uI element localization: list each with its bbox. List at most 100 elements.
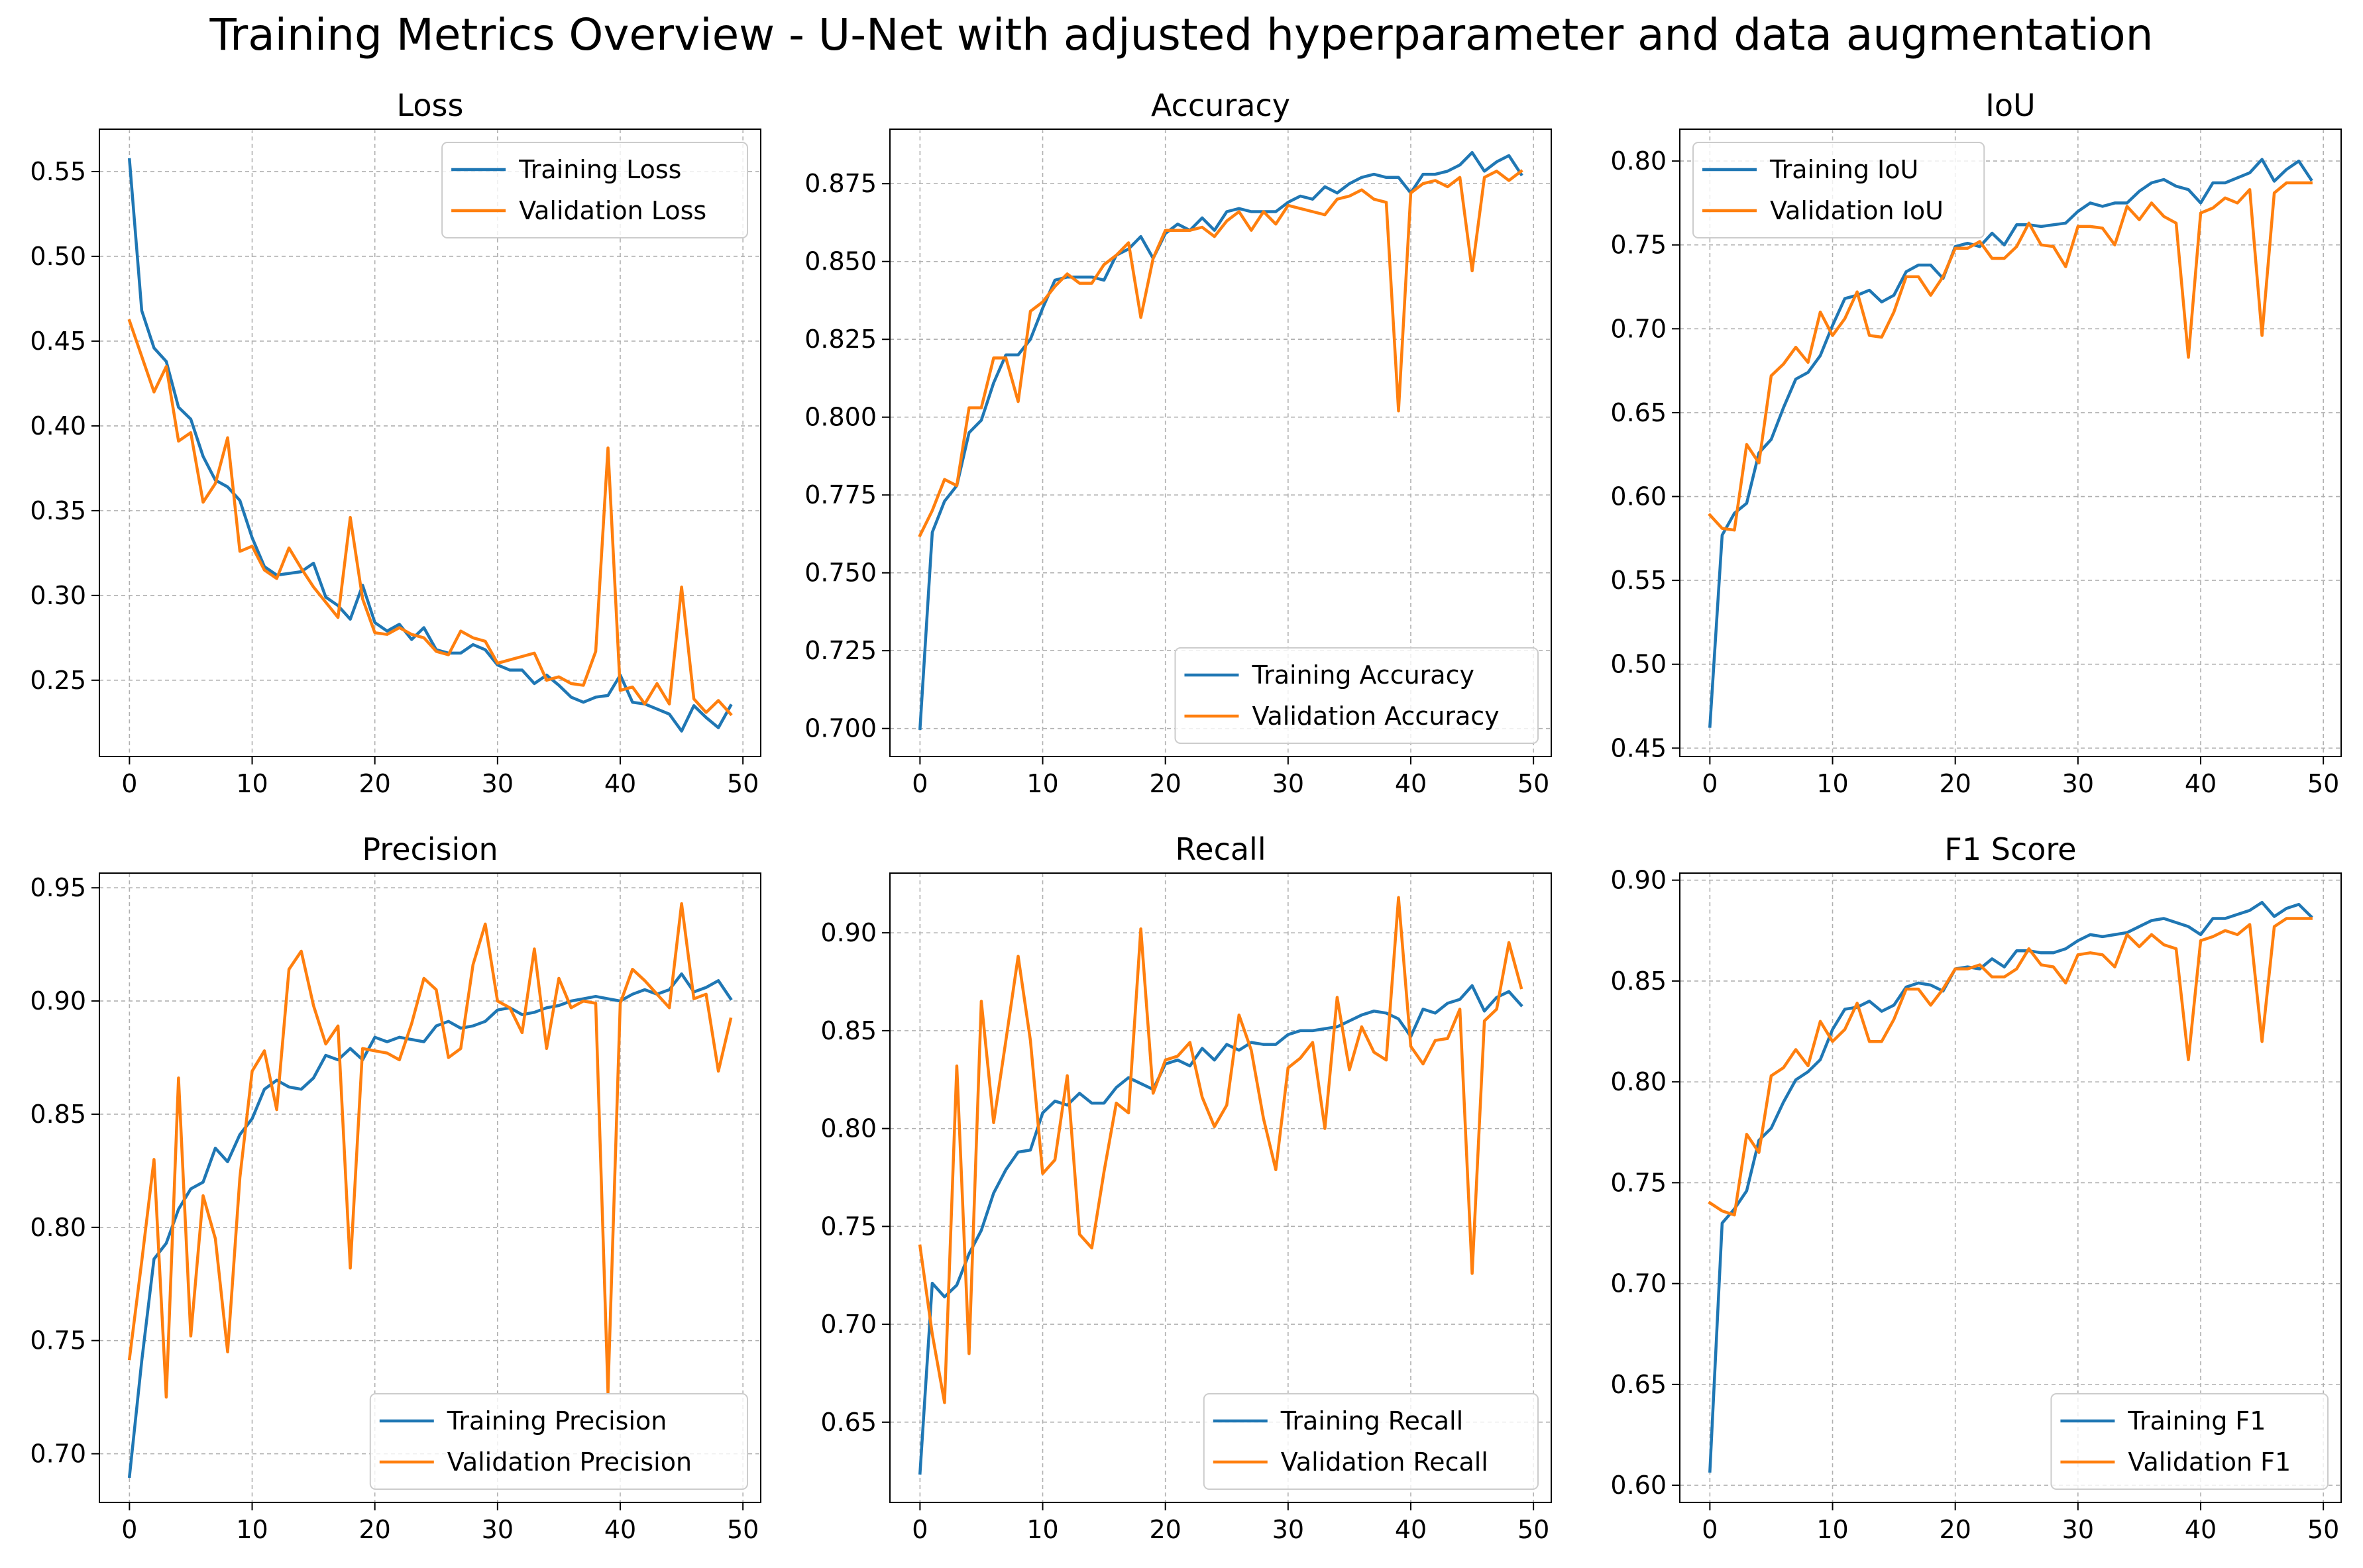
legend-label: Validation Precision xyxy=(447,1447,692,1477)
y-tick-label: 0.35 xyxy=(30,496,86,525)
y-tick-label: 0.45 xyxy=(1610,733,1667,762)
chart-title: IoU xyxy=(1985,87,2035,123)
x-tick-label: 30 xyxy=(1272,1515,1304,1544)
series-line-validation xyxy=(1708,181,2313,532)
y-tick-label: 0.850 xyxy=(804,247,877,276)
x-tick-label: 40 xyxy=(1395,1515,1427,1544)
y-tick-label: 0.60 xyxy=(1610,1471,1667,1500)
legend-box xyxy=(1692,142,1985,238)
x-tick-label: 30 xyxy=(1272,769,1304,798)
legend: Training F1 Validation F1 xyxy=(2050,1393,2329,1490)
series-line-validation xyxy=(1708,917,2313,1217)
y-tick-label: 0.75 xyxy=(1610,1168,1667,1197)
x-tick-label: 40 xyxy=(1395,769,1427,798)
y-tick-label: 0.800 xyxy=(804,403,877,432)
series-line-validation xyxy=(127,319,733,717)
x-tick-label: 50 xyxy=(1517,769,1549,798)
plot-frame xyxy=(1679,872,2342,1503)
x-tick-label: 20 xyxy=(1939,1515,1971,1544)
y-tick-label: 0.700 xyxy=(804,714,877,743)
y-tick-label: 0.825 xyxy=(804,325,877,354)
chart-panel-3: IoU 0 10 20 30 40 50 0.45 0.50 0.55 0.60 0.65 0.70 0.… xyxy=(1610,87,2342,798)
y-tick-label: 0.65 xyxy=(1610,398,1667,427)
x-tick-label: 20 xyxy=(1939,769,1971,798)
legend: Training Precision Validation Precision xyxy=(369,1393,748,1490)
legend-label: Training Accuracy xyxy=(1251,660,1474,690)
series-line-training xyxy=(127,158,733,733)
y-tick-label: 0.40 xyxy=(30,411,86,441)
y-tick-label: 0.50 xyxy=(1610,650,1667,679)
legend-box xyxy=(1174,647,1539,744)
plot-frame xyxy=(889,872,1552,1503)
x-tick-label: 20 xyxy=(1149,1515,1181,1544)
plot-frame xyxy=(99,129,761,757)
plot-frame xyxy=(889,129,1552,757)
series-line-validation xyxy=(127,902,733,1399)
legend-label: Training F1 xyxy=(2127,1406,2266,1436)
y-tick-label: 0.75 xyxy=(820,1212,877,1241)
x-tick-label: 10 xyxy=(1026,769,1058,798)
x-tick-label: 40 xyxy=(2185,769,2217,798)
legend: Training Loss Validation Loss xyxy=(441,142,748,238)
y-tick-label: 0.90 xyxy=(1610,866,1667,895)
legend-label: Validation Accuracy xyxy=(1252,702,1499,731)
chart-title: Loss xyxy=(397,87,464,123)
legend-label: Training Loss xyxy=(518,155,681,184)
x-tick-label: 50 xyxy=(1517,1515,1549,1544)
y-tick-label: 0.60 xyxy=(1610,482,1667,511)
x-tick-label: 10 xyxy=(236,1515,268,1544)
y-tick-label: 0.25 xyxy=(30,666,86,695)
legend-box xyxy=(441,142,748,238)
legend-box xyxy=(2050,1393,2329,1490)
chart-panel-1: Loss 0 10 20 30 40 50 0.25 0.30 0.35 0.40 0.45 0.50 0… xyxy=(30,87,761,798)
y-tick-label: 0.85 xyxy=(30,1100,86,1129)
x-tick-label: 50 xyxy=(727,1515,759,1544)
chart-title: Accuracy xyxy=(1151,87,1290,123)
y-tick-label: 0.95 xyxy=(30,873,86,902)
series-line-training xyxy=(1708,900,2313,1473)
x-tick-label: 30 xyxy=(482,769,514,798)
x-tick-label: 30 xyxy=(2062,1515,2094,1544)
x-tick-label: 50 xyxy=(727,769,759,798)
chart-panel-4: Precision 0 10 20 30 40 50 0.70 0.75 0.80 0.85 0.90… xyxy=(30,831,761,1544)
series-line-validation xyxy=(918,896,1523,1404)
x-tick-label: 0 xyxy=(912,769,928,798)
x-tick-label: 50 xyxy=(2307,769,2339,798)
legend-label: Validation Loss xyxy=(519,196,706,225)
chart-panel-5: Recall 0 10 20 30 40 50 0.65 0.70 0.75 0.80 0.85 0.9… xyxy=(820,831,1552,1544)
x-tick-label: 20 xyxy=(358,769,390,798)
chart-title: Precision xyxy=(362,831,498,867)
legend-label: Training Recall xyxy=(1280,1406,1463,1436)
series-line-validation xyxy=(918,169,1523,538)
x-tick-label: 10 xyxy=(236,769,268,798)
x-tick-label: 0 xyxy=(1702,1515,1718,1544)
y-tick-label: 0.70 xyxy=(1610,314,1667,343)
series-line-training xyxy=(918,984,1523,1475)
y-tick-label: 0.70 xyxy=(30,1439,86,1469)
y-tick-label: 0.70 xyxy=(820,1310,877,1339)
legend-label: Training IoU xyxy=(1769,155,1918,184)
series-line-training xyxy=(127,972,733,1479)
legend: Training IoU Validation IoU xyxy=(1692,142,1985,238)
x-tick-label: 0 xyxy=(1702,769,1718,798)
x-tick-label: 20 xyxy=(358,1515,390,1544)
y-tick-label: 0.725 xyxy=(804,636,877,665)
y-tick-label: 0.90 xyxy=(30,986,86,1016)
x-tick-label: 0 xyxy=(121,1515,137,1544)
x-tick-label: 10 xyxy=(1816,769,1848,798)
y-tick-label: 0.80 xyxy=(1610,146,1667,176)
x-tick-label: 10 xyxy=(1816,1515,1848,1544)
y-tick-label: 0.80 xyxy=(820,1114,877,1143)
plot-frame xyxy=(99,872,761,1503)
y-tick-label: 0.45 xyxy=(30,327,86,356)
y-tick-label: 0.750 xyxy=(804,558,877,588)
y-tick-label: 0.55 xyxy=(30,157,86,186)
y-tick-label: 0.75 xyxy=(1610,231,1667,260)
x-tick-label: 30 xyxy=(482,1515,514,1544)
y-tick-label: 0.80 xyxy=(30,1213,86,1242)
chart-title: Recall xyxy=(1175,831,1266,867)
y-tick-label: 0.775 xyxy=(804,480,877,509)
legend-label: Validation Recall xyxy=(1281,1447,1488,1477)
y-tick-label: 0.85 xyxy=(1610,967,1667,996)
